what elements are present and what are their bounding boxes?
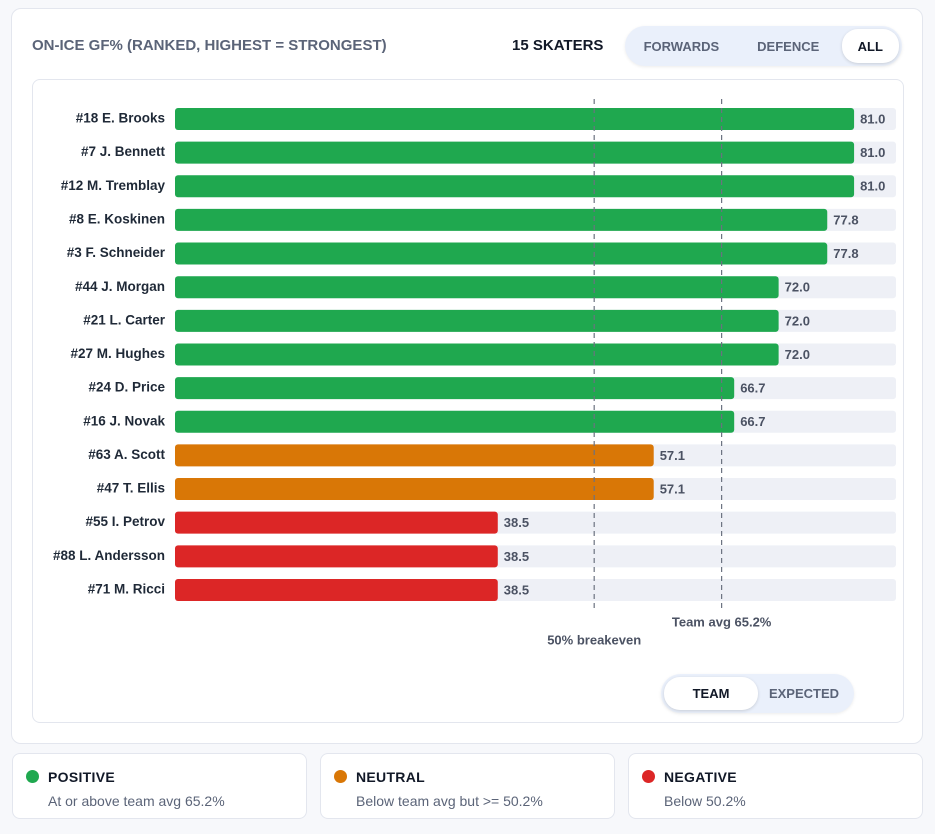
bar (175, 141, 855, 164)
filter-button[interactable]: ALL (841, 29, 899, 63)
chart-card: ON-ICE GF% (RANKED, HIGHEST = STRONGEST)… (11, 8, 923, 744)
player-label: #27 M. Hughes (70, 346, 165, 361)
filter-button[interactable]: FORWARDS (643, 38, 720, 54)
bar (175, 343, 779, 366)
value-label: 77.8 (833, 212, 858, 227)
bar (175, 545, 498, 568)
value-label: 57.1 (660, 481, 685, 496)
player-label: #55 I. Petrov (85, 514, 165, 529)
bar (175, 175, 855, 198)
chart: #18 E. Brooks 81.0 #7 J. Bennett 81.0 #12 M.… (53, 99, 896, 647)
legend-description: Below team avg but >= 50.2% (356, 793, 543, 809)
player-label: #24 D. Price (88, 380, 165, 395)
mode-toggle: TEAM EXPECTED (661, 674, 854, 713)
mode-button[interactable]: EXPECTED (768, 686, 840, 701)
chart-box: #18 E. Brooks 81.0 #7 J. Bennett 81.0 #12 M.… (32, 79, 904, 723)
value-label: 77.8 (833, 246, 858, 261)
value-label: 38.5 (504, 515, 529, 530)
value-label: 81.0 (860, 179, 885, 194)
legend-card: POSITIVE At or above team avg 65.2% (12, 753, 307, 819)
player-label: #71 M. Ricci (88, 582, 165, 597)
skater-count: 15 SKATERS (512, 37, 604, 54)
filter-group: FORWARDS DEFENCE ALL (625, 26, 902, 66)
legend-name: POSITIVE (48, 769, 115, 785)
player-label: #7 J. Bennett (81, 144, 166, 159)
player-label: #18 E. Brooks (76, 111, 165, 126)
player-label: #12 M. Tremblay (61, 178, 166, 193)
bar (175, 377, 735, 400)
reference-label: 50% breakeven (547, 632, 641, 647)
title: ON-ICE GF% (RANKED, HIGHEST = STRONGEST) (32, 37, 387, 54)
legend-card: NEGATIVE Below 50.2% (628, 753, 923, 819)
value-label: 66.7 (740, 414, 765, 429)
value-label: 72.0 (785, 280, 810, 295)
legend-description: Below 50.2% (664, 793, 746, 809)
bar (175, 276, 779, 299)
legend-name: NEUTRAL (356, 769, 425, 785)
value-label: 81.0 (860, 145, 885, 160)
player-label: #88 L. Andersson (53, 548, 165, 563)
value-label: 38.5 (504, 582, 529, 597)
value-label: 66.7 (740, 381, 765, 396)
bar (175, 578, 498, 601)
player-label: #21 L. Carter (83, 312, 166, 327)
value-label: 72.0 (785, 347, 810, 362)
bar (175, 444, 654, 467)
bar (175, 309, 779, 332)
value-label: 57.1 (660, 448, 685, 463)
legend-dot (334, 770, 347, 783)
value-label: 81.0 (860, 111, 885, 126)
bar (175, 410, 735, 433)
value-label: 38.5 (504, 549, 529, 564)
bar (175, 478, 654, 501)
player-label: #8 E. Koskinen (69, 211, 165, 226)
legend-name: NEGATIVE (664, 769, 737, 785)
value-label: 72.0 (785, 313, 810, 328)
reference-label: Team avg 65.2% (672, 614, 772, 629)
player-label: #16 J. Novak (83, 413, 165, 428)
bar (175, 242, 828, 265)
player-label: #3 F. Schneider (67, 245, 166, 260)
legend-dot (26, 770, 39, 783)
legend-description: At or above team avg 65.2% (48, 793, 225, 809)
player-label: #47 T. Ellis (97, 481, 165, 496)
filter-button[interactable]: DEFENCE (757, 38, 820, 54)
bar (175, 511, 498, 534)
mode-button[interactable]: TEAM (664, 677, 758, 710)
legend-card: NEUTRAL Below team avg but >= 50.2% (320, 753, 615, 819)
legend-dot (642, 770, 655, 783)
bar (175, 108, 855, 130)
player-label: #44 J. Morgan (75, 279, 165, 294)
bar (175, 208, 828, 231)
player-label: #63 A. Scott (88, 447, 165, 462)
